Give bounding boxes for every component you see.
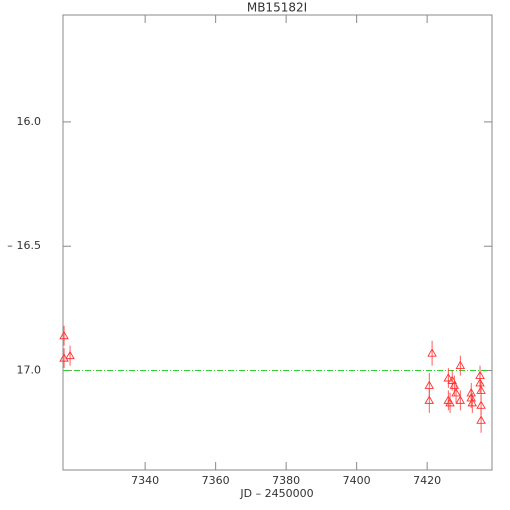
data-point xyxy=(59,353,69,362)
data-point xyxy=(445,397,455,407)
data-point xyxy=(455,360,466,370)
data-point xyxy=(467,397,478,407)
x-axis-label: JD – 2450000 xyxy=(239,487,313,500)
data-point xyxy=(455,395,466,404)
x-tick-label: 7400 xyxy=(343,474,371,487)
x-tick-label: 7360 xyxy=(202,474,230,487)
y-tick-label: 16.5 xyxy=(17,239,42,252)
x-tick-label: 7380 xyxy=(272,474,300,487)
y-tick-label: 17.0 xyxy=(17,364,42,377)
data-point xyxy=(451,388,461,397)
x-tick-label: 7340 xyxy=(131,474,159,487)
y-axis-label: – xyxy=(7,239,13,252)
data-point xyxy=(475,378,485,387)
data-point xyxy=(424,395,435,404)
x-tick-label: 7420 xyxy=(413,474,441,487)
plot-frame xyxy=(62,14,493,471)
data-point xyxy=(65,350,75,360)
data-point xyxy=(443,373,454,382)
data-point xyxy=(476,415,486,424)
data-point xyxy=(59,330,69,340)
data-point xyxy=(427,348,437,357)
data-point xyxy=(476,385,486,394)
y-tick-label: 16.0 xyxy=(17,115,42,128)
chart-title: MB15182I xyxy=(247,1,307,15)
